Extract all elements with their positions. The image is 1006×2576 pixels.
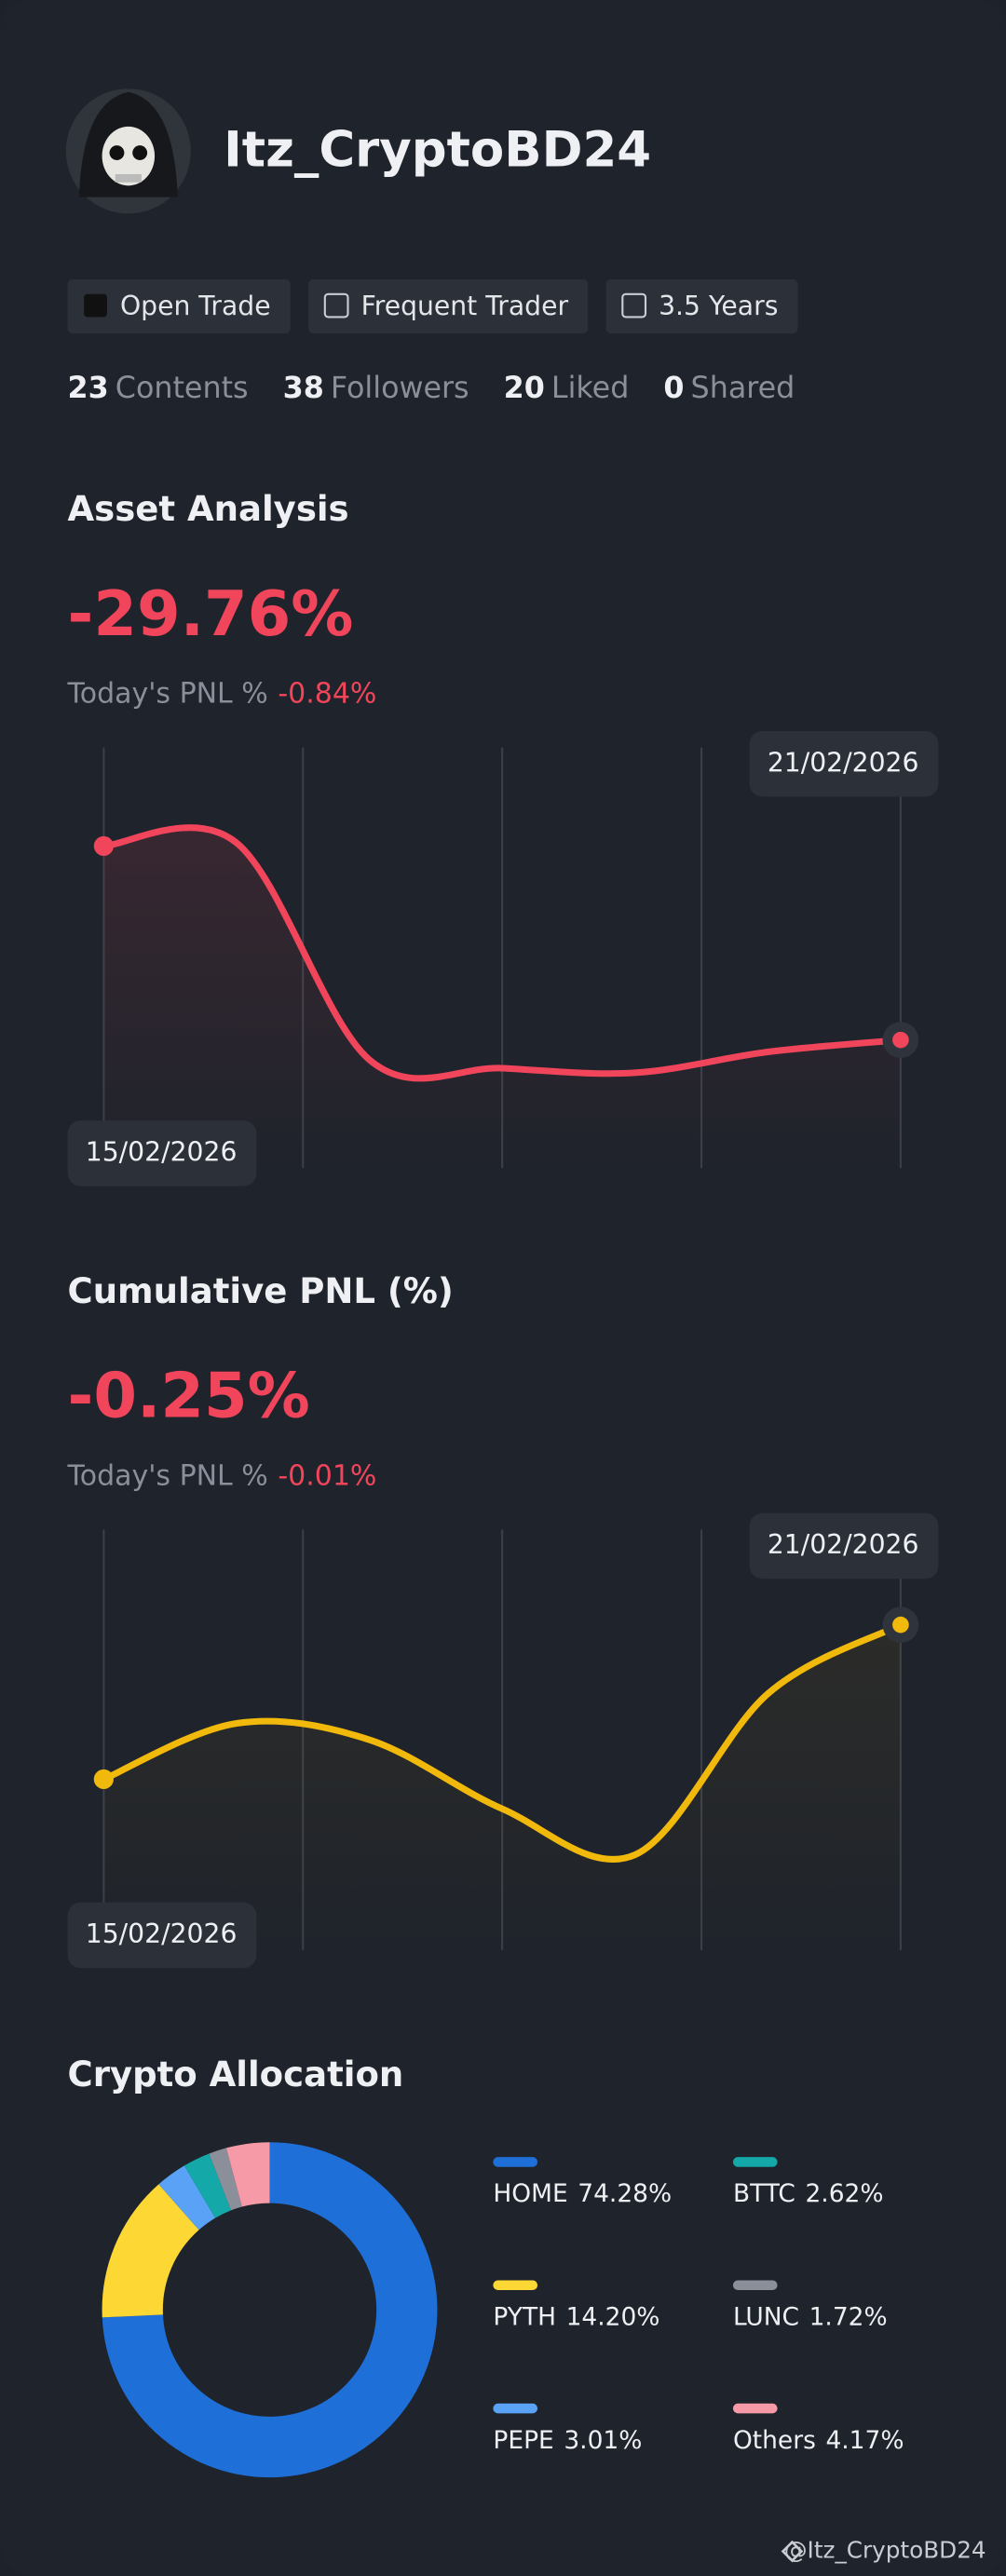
today-label: Today's PNL % [67, 1459, 268, 1492]
donut-slice [225, 2142, 271, 2207]
section-title: Asset Analysis [68, 489, 349, 529]
start-date: 15/02/2026 [86, 1136, 238, 1167]
legend-label: PEPE [493, 2426, 553, 2455]
stat-label: Shared [691, 372, 795, 405]
end-point [892, 1031, 909, 1049]
legend-swatch [732, 2403, 778, 2414]
badge [67, 278, 291, 334]
start-point [93, 1769, 114, 1790]
legend-value: 74.28% [578, 2179, 672, 2208]
start-date: 15/02/2026 [86, 1918, 238, 1949]
legend-swatch [732, 2280, 778, 2291]
legend-label: PYTH [493, 2303, 556, 2332]
stat-label: Followers [331, 372, 469, 405]
legend-swatch [493, 2280, 538, 2291]
badge-icon [323, 292, 349, 319]
badge [605, 278, 798, 334]
badge-label: Open Trade [120, 291, 271, 321]
today-label: Today's PNL % [67, 678, 268, 711]
badge-icon [621, 292, 647, 319]
legend-value: 14.20% [566, 2303, 660, 2332]
today-value: -0.01% [278, 1459, 376, 1492]
stat-value: 0 [663, 372, 684, 405]
area [103, 1624, 901, 1950]
legend-value: 3.01% [564, 2426, 642, 2455]
username: Itz_CryptoBD24 [224, 122, 651, 179]
legend-value: 1.72% [809, 2303, 888, 2332]
legend-label: Others [733, 2426, 816, 2455]
badge-label: Frequent Trader [361, 291, 569, 321]
badge-icon [84, 293, 107, 318]
date-box [67, 1120, 257, 1186]
line [100, 1621, 904, 1863]
date-box [749, 730, 939, 797]
end-date: 21/02/2026 [768, 1529, 919, 1560]
legend-value: 2.62% [805, 2179, 883, 2208]
legend-label: LUNC [733, 2303, 799, 2332]
end-point [892, 1616, 909, 1634]
legend-label: HOME [493, 2179, 567, 2208]
stat-value: 23 [68, 372, 109, 405]
stat-label: Liked [551, 372, 629, 405]
avatar [65, 88, 191, 214]
stat-value: 20 [504, 372, 545, 405]
start-point [93, 835, 114, 857]
donut-slice [158, 2165, 216, 2230]
stat-value: 38 [283, 372, 324, 405]
stat-label: Contents [116, 372, 249, 405]
headline: -0.25% [68, 1360, 310, 1432]
badge [308, 278, 589, 334]
legend-label: BTTC [733, 2179, 795, 2208]
end-date: 21/02/2026 [768, 747, 919, 778]
badge-label: 3.5 Years [659, 291, 778, 321]
footer-logo [781, 2540, 804, 2563]
donut-slice [209, 2148, 243, 2211]
headline: -29.76% [68, 577, 354, 650]
section-title: Crypto Allocation [68, 2054, 404, 2095]
donut-slice [184, 2153, 232, 2218]
donut-slice [102, 2184, 200, 2318]
section-title: Cumulative PNL (%) [68, 1271, 454, 1311]
date-box [749, 1512, 939, 1579]
area [103, 827, 901, 1169]
legend-value: 4.17% [825, 2426, 904, 2455]
line [100, 824, 904, 1082]
legend-swatch [493, 2403, 538, 2414]
legend-swatch [732, 2157, 778, 2167]
donut-slice [102, 2142, 438, 2478]
date-box [67, 1902, 257, 1969]
today-value: -0.84% [278, 678, 376, 711]
footer: @Itz_CryptoBD24 [784, 2537, 986, 2564]
legend-swatch [493, 2157, 538, 2167]
